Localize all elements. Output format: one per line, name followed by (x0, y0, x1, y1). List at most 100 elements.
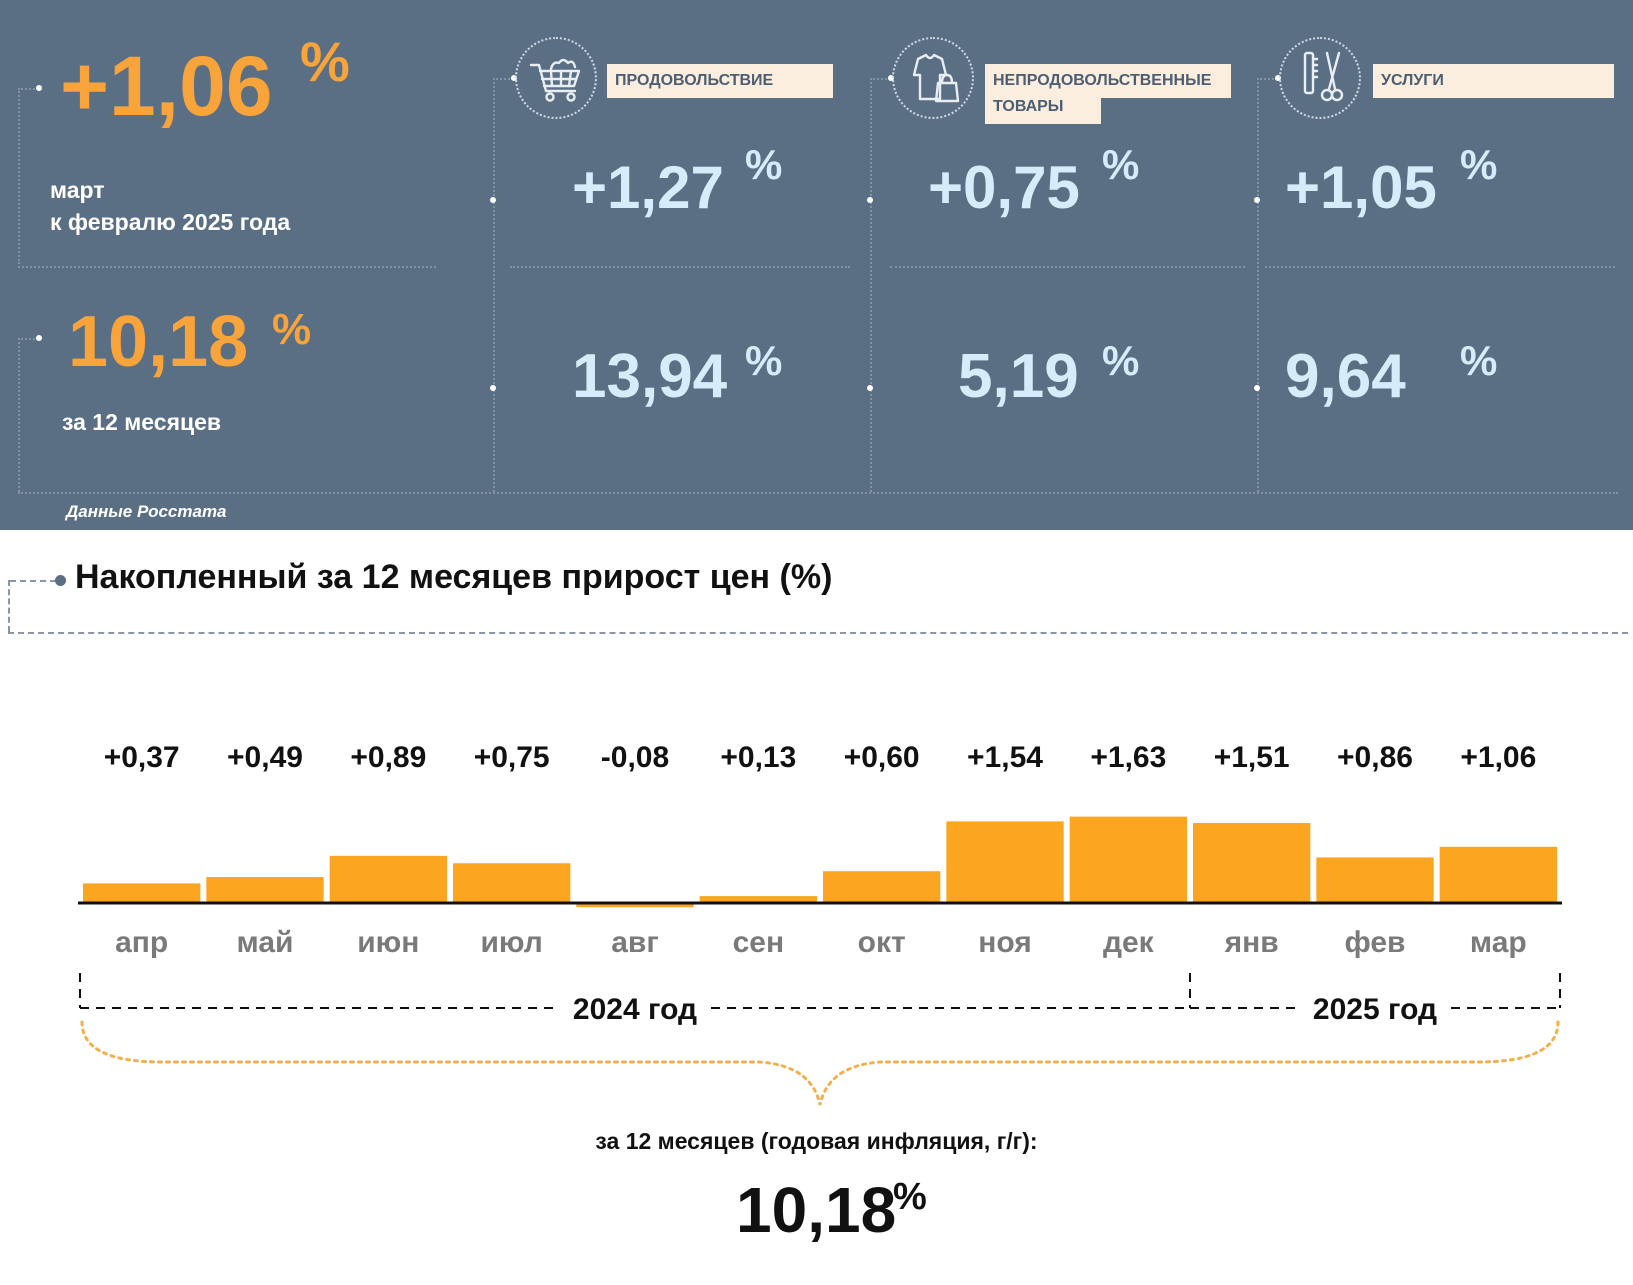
title-bullet (55, 575, 66, 586)
divider (18, 338, 20, 492)
divider (18, 266, 436, 268)
value-label-мар: +1,06 (1460, 741, 1536, 774)
nonfood-monthly-percent-sign: % (1102, 141, 1140, 188)
bullet-dot (1254, 385, 1260, 391)
year-label: 2024 год (573, 993, 697, 1026)
bar-янв (1193, 822, 1311, 903)
month-label-июн: июн (357, 926, 419, 959)
value-label-фев: +0,86 (1337, 741, 1413, 774)
divider (510, 266, 850, 268)
clothes-bag-icon (892, 37, 974, 119)
value-label-авг: -0,08 (601, 741, 669, 774)
divider (493, 78, 513, 80)
bar-окт (823, 871, 941, 903)
month-label-ноя: ноя (978, 926, 1032, 959)
food-monthly-percent-sign: % (745, 141, 783, 188)
value-label-май: +0,49 (227, 741, 303, 774)
annual-caption: за 12 месяцев (62, 409, 222, 435)
bullet-dot (490, 385, 496, 391)
category-label-services: УСЛУГИ (1373, 64, 1614, 98)
month-label-апр: апр (115, 926, 168, 959)
bar-май (206, 877, 324, 903)
divider (870, 78, 872, 492)
shopping-cart-icon (515, 37, 597, 119)
title-connector (8, 580, 10, 632)
bar-сен (699, 896, 817, 903)
services-monthly-value: +1,05 (1285, 154, 1437, 221)
category-label-nonfood-line2: ТОВАРЫ (985, 90, 1101, 124)
title-connector (10, 580, 56, 582)
bar-ноя (946, 821, 1064, 903)
month-label-май: май (237, 926, 294, 959)
annual-inflation-value: 10,18 (68, 302, 249, 382)
bar-июн (329, 855, 447, 903)
bar-июл (453, 863, 571, 903)
services-annual-percent-sign: % (1460, 337, 1498, 384)
food-annual-value: 13,94 (572, 342, 728, 411)
value-label-апр: +0,37 (104, 741, 180, 774)
divider (890, 266, 1245, 268)
chart-title: Накопленный за 12 месяцев прирост цен (%… (75, 558, 833, 596)
divider (493, 78, 495, 492)
nonfood-monthly-value: +0,75 (928, 154, 1080, 221)
bullet-dot (511, 75, 517, 81)
bar-фев (1316, 857, 1434, 903)
bullet-dot (888, 75, 894, 81)
value-label-июн: +0,89 (350, 741, 426, 774)
month-label-фев: фев (1345, 926, 1406, 959)
bar-авг (576, 903, 694, 908)
value-label-окт: +0,60 (844, 741, 920, 774)
bullet-dot (867, 197, 873, 203)
monthly-caption-line2: к февралю 2025 года (50, 209, 291, 235)
nonfood-annual-percent-sign: % (1102, 337, 1140, 384)
bullet-dot (867, 385, 873, 391)
bar-дек (1069, 816, 1187, 903)
data-source-note: Данные Росстата (66, 502, 227, 521)
value-label-июл: +0,75 (474, 741, 550, 774)
summary-panel: +1,06 % март к февралю 2025 года 10,18 %… (0, 0, 1633, 530)
bullet-dot (1275, 75, 1281, 81)
bar-апр (83, 883, 201, 903)
month-label-сен: сен (733, 926, 785, 959)
month-label-авг: авг (611, 926, 659, 959)
annual-summary-caption: за 12 месяцев (годовая инфляция, г/г): (595, 1128, 1038, 1154)
bullet-dot (36, 335, 42, 341)
divider (1265, 266, 1615, 268)
divider (1257, 78, 1259, 492)
value-label-ноя: +1,54 (967, 741, 1043, 774)
bullet-dot (1254, 197, 1260, 203)
bullet-dot (490, 197, 496, 203)
value-label-янв: +1,51 (1214, 741, 1290, 774)
services-monthly-percent-sign: % (1460, 141, 1498, 188)
divider (870, 78, 890, 80)
summary-brace (80, 1020, 1560, 1106)
month-label-июл: июл (480, 926, 542, 959)
value-label-сен: +0,13 (720, 741, 796, 774)
monthly-inflation-percent-sign: % (300, 30, 350, 93)
bar-мар (1439, 846, 1557, 903)
services-annual-value: 9,64 (1285, 342, 1406, 411)
annual-summary-value: 10,18 (736, 1174, 897, 1246)
category-label-food: ПРОДОВОЛЬСТВИЕ (607, 64, 833, 98)
nonfood-annual-value: 5,19 (958, 342, 1079, 411)
annual-summary-percent-sign: % (893, 1176, 927, 1218)
divider (18, 338, 38, 340)
title-underline (8, 632, 1628, 634)
bullet-dot (36, 85, 42, 91)
month-label-дек: дек (1103, 926, 1155, 959)
annual-inflation-percent-sign: % (272, 305, 312, 354)
divider (1257, 78, 1277, 80)
divider (18, 492, 1618, 494)
food-annual-percent-sign: % (745, 337, 783, 384)
month-label-янв: янв (1224, 926, 1279, 959)
monthly-caption-line1: март (50, 177, 105, 203)
month-label-мар: мар (1470, 926, 1527, 959)
food-monthly-value: +1,27 (572, 154, 724, 221)
month-label-окт: окт (858, 926, 906, 959)
scissors-comb-icon (1279, 37, 1361, 119)
value-label-дек: +1,63 (1090, 741, 1166, 774)
divider (18, 88, 38, 90)
monthly-inflation-value: +1,06 (60, 39, 273, 133)
year-label: 2025 год (1313, 993, 1437, 1026)
